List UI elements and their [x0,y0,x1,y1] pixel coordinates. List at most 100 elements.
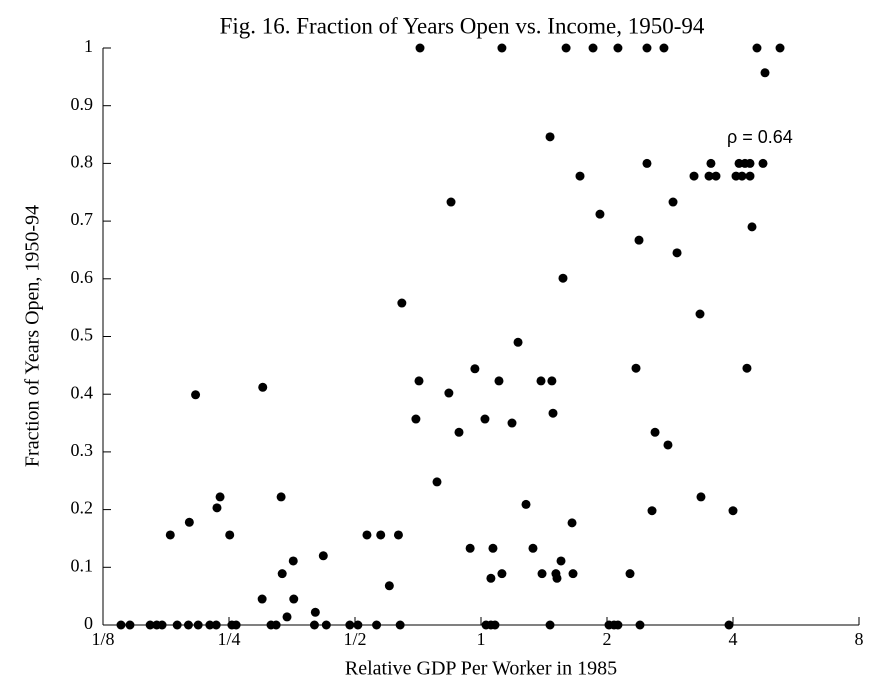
point [706,158,716,168]
point [231,620,241,630]
point [548,408,558,418]
y-tick-label: 0 [84,613,93,633]
point [480,414,490,424]
point [212,503,222,513]
point [672,248,682,258]
point [465,543,475,553]
point [446,197,456,207]
point [497,43,507,53]
point [372,620,382,630]
y-tick-label: 0.6 [71,267,94,287]
point [393,530,403,540]
point [310,607,320,617]
x-axis-label: Relative GDP Per Worker in 1985 [345,658,617,680]
point [116,620,126,630]
point [737,171,747,181]
point [172,620,182,630]
point [211,620,221,630]
point [528,543,538,553]
point [507,418,517,428]
point [397,298,407,308]
point [395,620,405,630]
point [414,376,424,386]
point [575,171,585,181]
point [271,620,281,630]
point [277,569,287,579]
y-tick-label: 0.3 [71,440,94,460]
point [205,620,215,630]
point [345,620,355,630]
point [561,43,571,53]
y-axis-label: Fraction of Years Open, 1950-94 [22,205,44,467]
point [588,43,598,53]
chart-title: Fig. 16. Fraction of Years Open vs. Inco… [220,13,705,38]
point [536,376,546,386]
point [257,594,267,604]
point [545,132,555,142]
y-tick-label: 0.1 [71,555,94,575]
point [595,209,605,219]
x-tick-label: 8 [855,629,864,649]
point [321,620,331,630]
point [631,363,641,373]
point [415,43,425,53]
point [362,530,372,540]
point [634,235,644,245]
point [225,530,235,540]
point [663,440,673,450]
point [728,506,738,516]
point [659,43,669,53]
point [215,492,225,502]
point [745,171,755,181]
point [513,337,523,347]
point [411,414,421,424]
y-tick-label: 0.2 [71,498,94,518]
point [552,573,562,583]
point [704,171,714,181]
point [488,543,498,553]
point [696,492,706,502]
point [384,581,394,591]
point [184,517,194,527]
point [157,620,167,630]
point [745,158,755,168]
point [376,530,386,540]
point [752,43,762,53]
point [145,620,155,630]
point [635,620,645,630]
point [432,477,442,487]
point [454,427,464,437]
point [183,620,193,630]
point [689,171,699,181]
x-tick-label: 1/8 [91,629,114,649]
point [556,556,566,566]
point [760,68,770,78]
point [758,158,768,168]
point [742,363,752,373]
point [165,530,175,540]
point [444,388,454,398]
point [470,364,480,374]
y-tick-label: 0.4 [71,382,94,402]
point [613,620,623,630]
point [537,569,547,579]
x-tick-label: 1/2 [343,629,366,649]
point [568,569,578,579]
x-tick-label: 2 [603,629,612,649]
point [747,222,757,232]
annotation: ρ = 0.64 [727,127,793,147]
point [318,551,328,561]
point [668,197,678,207]
y-tick-label: 0.5 [71,325,94,345]
point [547,376,557,386]
point [521,499,531,509]
point [125,620,135,630]
point [642,43,652,53]
point [276,492,286,502]
point [309,620,319,630]
x-tick-label: 1 [477,629,486,649]
point [642,158,652,168]
point [282,612,292,622]
point [288,556,298,566]
